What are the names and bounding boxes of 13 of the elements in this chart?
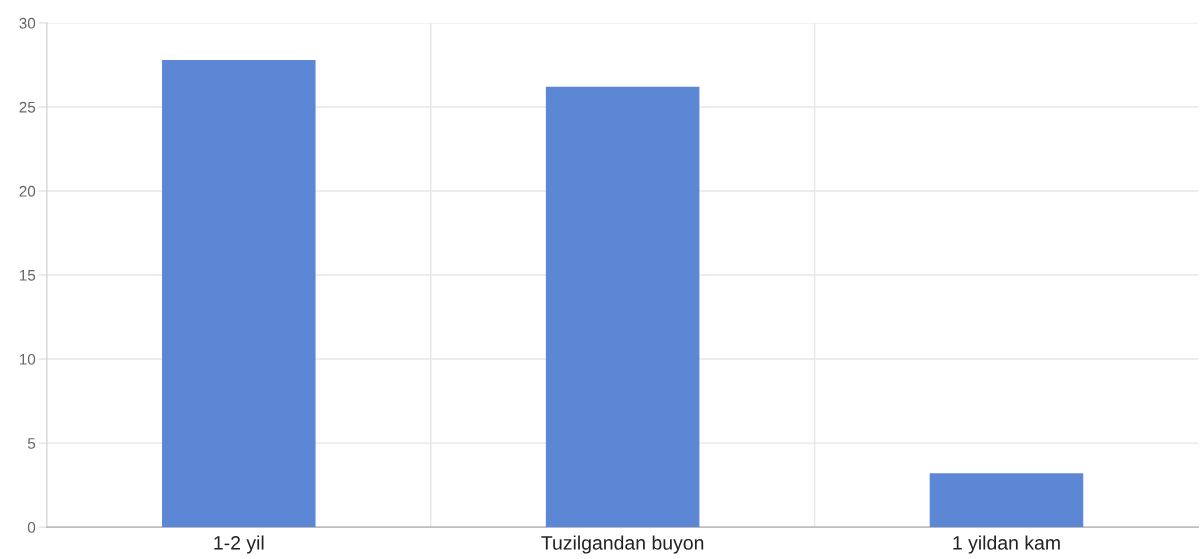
y-tick-label: 10 [19, 353, 36, 365]
x-tick-label: Tuzilgandan buyon [541, 535, 704, 554]
y-tick-label: 25 [19, 101, 36, 113]
y-tick-label: 0 [27, 522, 36, 533]
x-tick-label: 1-2 yil [214, 535, 264, 554]
y-tick-label: 15 [19, 270, 36, 281]
x-tick-label: 1 yildan kam [953, 535, 1060, 554]
bar [545, 86, 700, 528]
bar [929, 473, 1084, 528]
y-tick-label: 30 [19, 17, 36, 29]
bar [162, 59, 316, 528]
y-tick-label: 20 [19, 185, 36, 197]
y-tick-label: 5 [27, 438, 36, 449]
